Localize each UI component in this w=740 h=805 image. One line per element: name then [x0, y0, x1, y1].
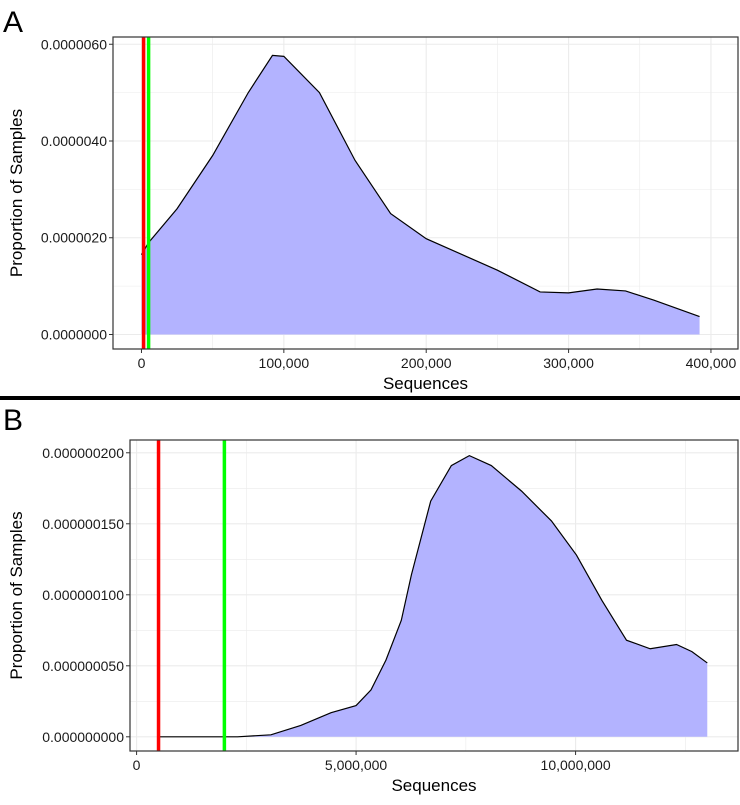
y-tick-label: 0.000000100: [42, 587, 124, 603]
x-tick-label: 0: [133, 757, 141, 773]
x-tick-label: 200,000: [401, 355, 452, 371]
x-tick-label: 0: [138, 355, 146, 371]
density-area: [141, 55, 700, 335]
x-tick-label: 300,000: [543, 355, 594, 371]
x-tick-label: 400,000: [686, 355, 737, 371]
panel-label-b: B: [3, 404, 23, 437]
y-tick-label: 0.000000000: [42, 729, 124, 745]
x-axis-title: Sequences: [383, 374, 468, 393]
density-plot-a: 0 100,000 200,000 300,000 400,000 0.0000000 0.…: [7, 36, 739, 393]
panel-separator: [0, 396, 740, 400]
y-tick-label: 0.000000200: [42, 445, 124, 461]
x-tick-label: 5,000,000: [325, 757, 387, 773]
y-tick-label: 0.0000060: [41, 36, 107, 52]
density-curve: [140, 54, 700, 318]
x-tick-label: 10,000,000: [541, 757, 611, 773]
y-axis-title: Proportion of Samples: [7, 511, 26, 679]
plot-border: [112, 36, 739, 350]
y-axis-title: Proportion of Samples: [7, 109, 26, 277]
y-tick-label: 0.0000020: [41, 230, 107, 246]
y-tick-label: 0.0000000: [41, 326, 107, 342]
panel-label-a: A: [3, 6, 23, 39]
x-axis-title: Sequences: [391, 776, 476, 795]
plot-border: [129, 439, 739, 752]
density-plot-b: 0 5,000,000 10,000,000 0.000000000 0.0000000…: [7, 439, 739, 795]
density-area: [158, 455, 708, 737]
y-tick-label: 0.0000040: [41, 133, 107, 149]
x-tick-label: 100,000: [259, 355, 310, 371]
y-tick-label: 0.000000150: [42, 516, 124, 532]
y-tick-label: 0.000000050: [42, 658, 124, 674]
density-curve: [158, 454, 708, 738]
